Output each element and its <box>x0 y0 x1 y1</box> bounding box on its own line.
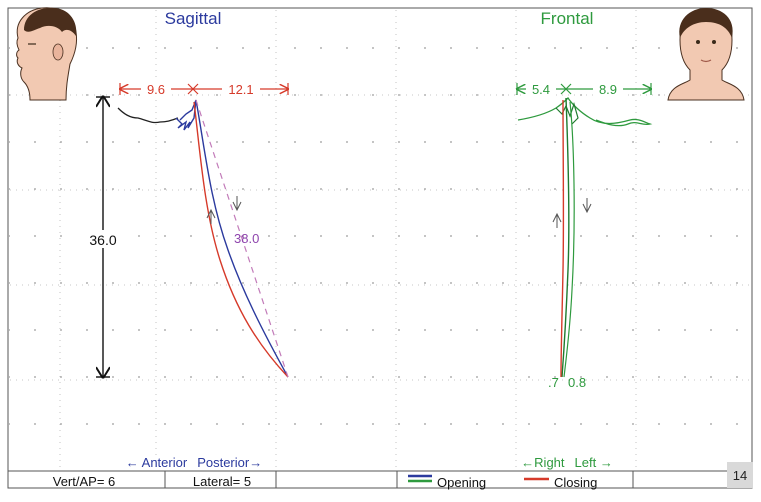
direction-right: ←Right <box>521 455 565 470</box>
frontal-right-dimension: 5.4 <box>532 82 550 97</box>
sagittal-trace <box>117 99 289 378</box>
legend-opening: Opening <box>437 475 486 490</box>
dot-grid <box>9 9 751 469</box>
status-lateral: Lateral= 5 <box>193 474 251 489</box>
sagittal-posterior-dimension: 12.1 <box>228 82 253 97</box>
frontal-left-dimension: 8.9 <box>599 82 617 97</box>
sagittal-path-length: 38.0 <box>234 231 259 246</box>
legend-closing: Closing <box>554 475 597 490</box>
frontal-bottom-value-2: 0.8 <box>568 375 586 390</box>
frontal-trace <box>517 96 653 378</box>
direction-anterior: ← Anterior <box>126 455 188 470</box>
status-bar <box>8 470 752 488</box>
sagittal-title: Sagittal <box>165 9 222 28</box>
frontal-title: Frontal <box>541 9 594 28</box>
direction-posterior: Posterior→ <box>197 455 262 470</box>
direction-left: Left → <box>575 455 613 470</box>
sagittal-direction-labels: ← Anterior Posterior→ <box>126 455 262 470</box>
frontal-direction-labels: ←Right Left → <box>521 455 613 470</box>
frontal-bottom-value: .7 <box>548 375 559 390</box>
sagittal-anterior-dimension: 9.6 <box>147 82 165 97</box>
figure-number-badge: 14 <box>727 462 753 488</box>
sagittal-vertical-value: 36.0 <box>89 232 116 248</box>
sagittal-head-icon <box>16 7 77 101</box>
grid-lines <box>10 10 750 468</box>
status-vert-ap: Vert/AP= 6 <box>53 474 116 489</box>
frontal-head-icon <box>667 8 745 101</box>
